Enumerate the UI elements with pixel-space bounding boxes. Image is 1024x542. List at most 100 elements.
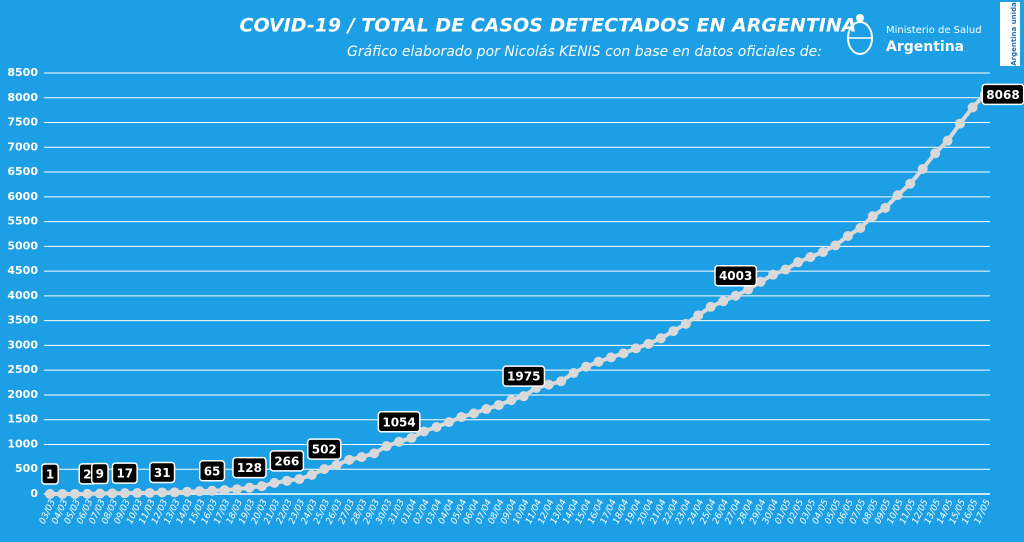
- y-tick-label: 8000: [7, 91, 38, 104]
- value-label-text: 65: [204, 464, 221, 478]
- point: [955, 118, 966, 129]
- point: [543, 379, 554, 390]
- point: [57, 488, 68, 499]
- y-tick-label: 5500: [7, 215, 38, 228]
- value-label: 1054: [377, 411, 421, 433]
- point: [431, 421, 442, 432]
- point: [867, 211, 878, 222]
- value-label: 8068: [981, 83, 1024, 106]
- point: [518, 391, 529, 402]
- point: [419, 426, 429, 437]
- y-tick-label: 4500: [7, 264, 38, 277]
- point: [45, 488, 55, 499]
- logo-shield: [847, 14, 873, 55]
- point: [132, 488, 143, 499]
- value-label-box: [714, 264, 758, 287]
- value-label-box: [41, 463, 59, 485]
- point: [468, 408, 479, 419]
- value-label-text: 502: [312, 443, 337, 457]
- y-tick-label: 8500: [7, 66, 38, 79]
- point: [394, 436, 405, 447]
- value-label-text: 1054: [382, 415, 415, 429]
- y-tick-label: 2500: [7, 363, 38, 376]
- point: [94, 488, 105, 499]
- point: [294, 474, 305, 485]
- logo-unida: Argentina unida: [1010, 2, 1018, 66]
- point: [506, 395, 517, 406]
- value-label: 1975: [502, 365, 546, 387]
- value-label-text: 4003: [719, 269, 752, 283]
- value-label-text: 17: [116, 467, 133, 481]
- point: [593, 356, 604, 367]
- point: [793, 257, 803, 268]
- point: [930, 148, 941, 159]
- point: [805, 252, 816, 263]
- point: [556, 376, 567, 387]
- y-tick-label: 4000: [7, 289, 38, 302]
- point: [69, 488, 80, 499]
- chart-title: COVID-19 / TOTAL DE CASOS DETECTADOS EN …: [240, 15, 857, 37]
- point: [207, 485, 218, 496]
- point: [880, 202, 891, 213]
- point: [680, 318, 691, 329]
- value-label-text: 2: [83, 467, 91, 481]
- point: [481, 404, 492, 415]
- value-label-box: [377, 411, 421, 433]
- logo-country: Argentina: [886, 39, 964, 55]
- value-label-text: 31: [154, 466, 171, 480]
- y-tick-label: 5000: [7, 239, 38, 252]
- point: [232, 484, 242, 495]
- point: [344, 454, 355, 465]
- point: [443, 417, 454, 428]
- point: [144, 487, 155, 498]
- point: [755, 276, 766, 287]
- point: [768, 269, 779, 280]
- y-tick-label: 6500: [7, 165, 38, 178]
- value-label-box: [269, 450, 305, 472]
- value-label: 128: [232, 456, 267, 479]
- point: [456, 412, 467, 423]
- point: [693, 310, 704, 321]
- value-label: 31: [149, 461, 176, 484]
- y-tick-label: 1000: [7, 437, 38, 450]
- value-label-box: [90, 462, 109, 485]
- point: [331, 459, 342, 470]
- point: [269, 477, 280, 488]
- point: [406, 432, 417, 443]
- point: [780, 264, 791, 275]
- y-tick-label: 500: [15, 462, 38, 475]
- point: [182, 486, 193, 497]
- chart-subtitle: Gráfico elaborado por Nicolás KENIS con …: [347, 44, 822, 60]
- value-label-text: 266: [274, 454, 299, 468]
- point: [493, 400, 504, 411]
- point: [618, 348, 629, 359]
- value-label-text: 128: [237, 461, 262, 475]
- value-label-text: 9: [96, 467, 104, 481]
- point: [319, 464, 330, 475]
- line: [50, 93, 987, 496]
- point: [905, 178, 916, 189]
- point: [942, 135, 953, 146]
- point: [917, 163, 928, 174]
- point: [356, 452, 367, 463]
- y-tick-label: 1500: [7, 413, 38, 426]
- point: [157, 487, 168, 498]
- point: [581, 361, 592, 372]
- point: [169, 487, 180, 498]
- value-label: 266: [269, 450, 305, 472]
- value-label: 17: [111, 462, 138, 484]
- y-tick-label: 3500: [7, 314, 38, 327]
- point: [630, 343, 641, 354]
- point: [743, 284, 754, 295]
- value-label-box: [149, 461, 176, 484]
- point: [730, 290, 741, 301]
- point: [643, 338, 654, 349]
- y-tick-label: 2000: [7, 388, 38, 401]
- point: [281, 475, 292, 486]
- logo-ministry: Ministerio de Salud: [886, 25, 982, 36]
- value-label-box: [502, 365, 546, 387]
- point: [82, 488, 93, 499]
- point: [842, 231, 853, 242]
- point: [668, 326, 679, 337]
